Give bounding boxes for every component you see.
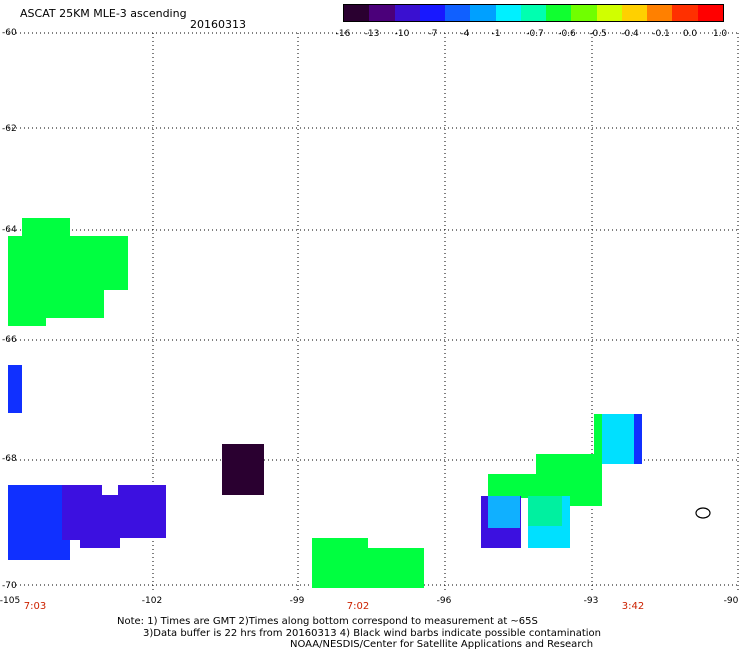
colorbar-label: -0.6 [558, 29, 576, 39]
longitude-label: -93 [583, 596, 599, 606]
colorbar-segment [419, 5, 446, 21]
wind-data-cell [634, 414, 642, 464]
colorbar-segment [369, 5, 395, 21]
wind-data-cell [594, 414, 602, 464]
wind-data-cell [528, 496, 562, 526]
map-title: ASCAT 25KM MLE-3 ascending [20, 7, 187, 20]
longitude-label: -90 [723, 596, 739, 606]
colorbar-label: -0.1 [652, 29, 670, 39]
colorbar-segment [394, 5, 420, 21]
colorbar-label: -16 [335, 29, 351, 39]
footnote-line-1: Note: 1) Times are GMT 2)Times along bot… [117, 616, 538, 627]
colorbar-segment [520, 5, 547, 21]
wind-data-cell [8, 318, 46, 326]
colorbar-segment [571, 5, 597, 21]
wind-data-cell [222, 444, 264, 495]
colorbar-segment [495, 5, 521, 21]
colorbar-label: -0.4 [621, 29, 639, 39]
wind-data-cell [368, 548, 424, 588]
colorbar-segment [546, 5, 572, 21]
colorbar-segment [621, 5, 648, 21]
wind-data-cell [22, 485, 62, 553]
longitude-label: -96 [436, 596, 452, 606]
colorbar-segment [470, 5, 496, 21]
pass-time: 3:42 [621, 601, 645, 612]
colorbar-label: 1.0 [712, 29, 728, 39]
colorbar-label: 0.0 [682, 29, 698, 39]
wind-data-cell [22, 218, 70, 238]
longitude-label: -99 [289, 596, 305, 606]
latitude-label: -70 [2, 581, 17, 591]
latitude-label: -68 [2, 454, 17, 464]
latitude-label: -66 [2, 335, 17, 345]
colorbar-label: -10 [394, 29, 410, 39]
data-cells [8, 218, 642, 588]
wind-data-cell [8, 365, 22, 413]
contamination-marker [695, 507, 711, 519]
colorbar-label: -0.7 [526, 29, 544, 39]
wind-data-cell [80, 495, 120, 548]
footnote-line-3: NOAA/NESDIS/Center for Satellite Applica… [290, 639, 594, 650]
wind-data-cell [118, 485, 166, 538]
wind-data-cell [488, 496, 520, 528]
pass-time: 7:02 [346, 601, 370, 612]
colorbar-segment [647, 5, 673, 21]
latitude-label: -60 [2, 28, 17, 38]
colorbar-label: -0.5 [589, 29, 607, 39]
pass-time: 7:03 [23, 601, 47, 612]
longitude-label: -105 [0, 596, 21, 606]
color-scale-bar [343, 4, 724, 22]
wind-data-cell [8, 290, 104, 318]
colorbar-segment [445, 5, 471, 21]
wind-data-cell [488, 474, 538, 498]
colorbar-label: -4 [460, 29, 470, 39]
colorbar-label: -7 [428, 29, 438, 39]
colorbar-label: -13 [364, 29, 380, 39]
wind-data-cell [8, 236, 128, 290]
latitude-label: -62 [2, 124, 17, 134]
footnote-line-2: 3)Data buffer is 22 hrs from 20160313 4)… [143, 628, 601, 639]
colorbar-segment [697, 5, 723, 21]
longitude-label: -102 [141, 596, 163, 606]
latitude-label: -64 [2, 225, 17, 235]
wind-data-cell [312, 538, 368, 588]
colorbar-segment [344, 5, 370, 21]
colorbar-segment [672, 5, 698, 21]
map-date: 20160313 [190, 18, 246, 31]
colorbar-label: -1 [491, 29, 501, 39]
colorbar-segment [596, 5, 622, 21]
